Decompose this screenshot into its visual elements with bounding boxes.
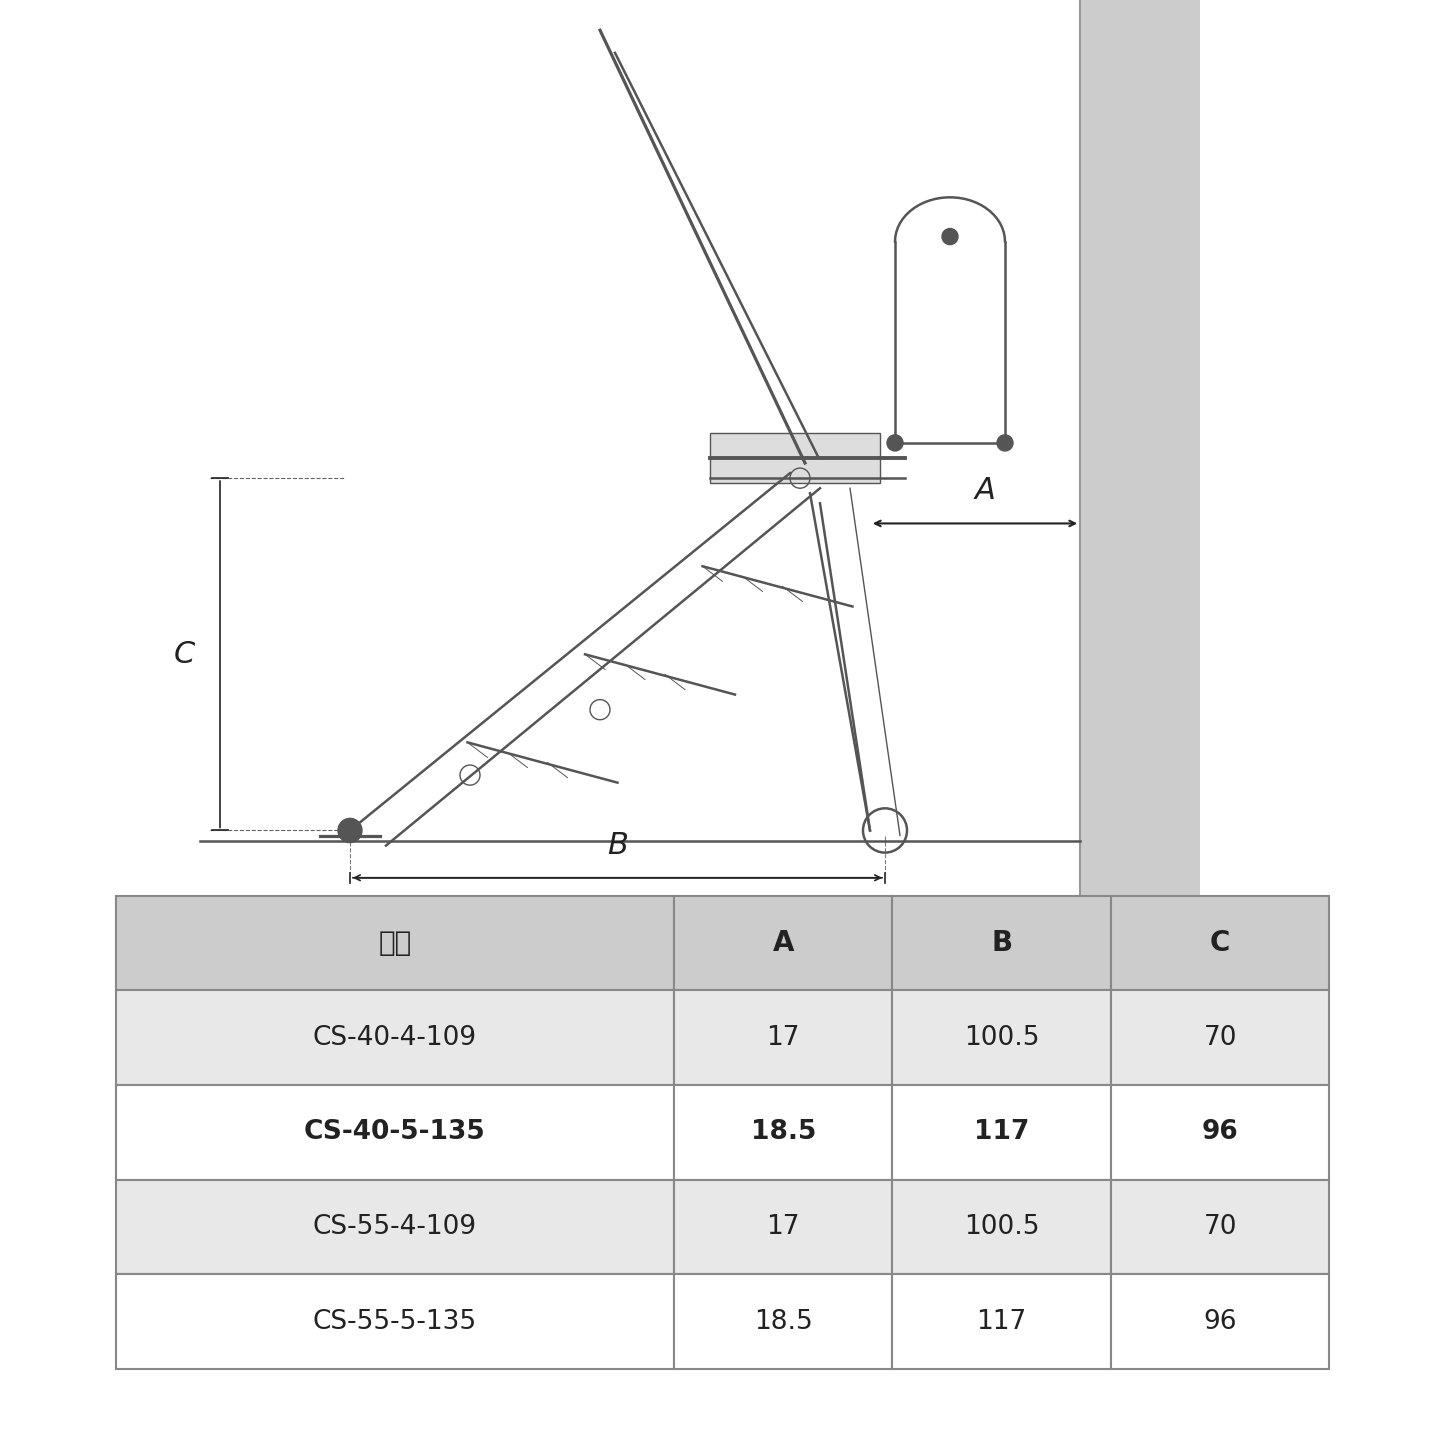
Text: 型式: 型式 <box>379 929 412 957</box>
FancyBboxPatch shape <box>1111 1179 1329 1274</box>
Text: CS-55-5-135: CS-55-5-135 <box>312 1309 477 1335</box>
FancyBboxPatch shape <box>893 990 1111 1085</box>
FancyBboxPatch shape <box>673 1085 893 1179</box>
FancyBboxPatch shape <box>673 896 893 990</box>
Text: CS-40-4-109: CS-40-4-109 <box>312 1025 477 1051</box>
Text: 100.5: 100.5 <box>964 1025 1039 1051</box>
Text: C: C <box>1209 929 1230 957</box>
FancyBboxPatch shape <box>1111 1274 1329 1368</box>
FancyBboxPatch shape <box>673 990 893 1085</box>
FancyBboxPatch shape <box>1111 990 1329 1085</box>
Text: 18.5: 18.5 <box>750 1120 816 1146</box>
FancyBboxPatch shape <box>1111 1085 1329 1179</box>
Text: 96: 96 <box>1202 1120 1238 1146</box>
Text: 17: 17 <box>766 1214 801 1240</box>
FancyBboxPatch shape <box>116 896 673 990</box>
FancyBboxPatch shape <box>893 1085 1111 1179</box>
Text: 117: 117 <box>977 1309 1027 1335</box>
Text: 117: 117 <box>974 1120 1029 1146</box>
FancyBboxPatch shape <box>116 1179 673 1274</box>
Text: 70: 70 <box>1204 1214 1237 1240</box>
Circle shape <box>338 818 363 842</box>
FancyBboxPatch shape <box>893 1179 1111 1274</box>
FancyBboxPatch shape <box>673 1179 893 1274</box>
FancyBboxPatch shape <box>893 1274 1111 1368</box>
Text: 18.5: 18.5 <box>754 1309 812 1335</box>
FancyBboxPatch shape <box>893 896 1111 990</box>
FancyBboxPatch shape <box>1079 0 1199 896</box>
Text: 96: 96 <box>1204 1309 1237 1335</box>
FancyBboxPatch shape <box>709 434 880 483</box>
Text: 70: 70 <box>1204 1025 1237 1051</box>
Circle shape <box>942 228 958 244</box>
Text: B: B <box>607 831 629 860</box>
Text: C: C <box>173 640 195 669</box>
Text: 17: 17 <box>766 1025 801 1051</box>
FancyBboxPatch shape <box>673 1274 893 1368</box>
Text: A: A <box>974 477 996 506</box>
Circle shape <box>997 435 1013 451</box>
FancyBboxPatch shape <box>116 1085 673 1179</box>
FancyBboxPatch shape <box>116 1274 673 1368</box>
Text: B: B <box>991 929 1013 957</box>
Text: CS-55-4-109: CS-55-4-109 <box>312 1214 477 1240</box>
FancyBboxPatch shape <box>116 990 673 1085</box>
Text: A: A <box>773 929 793 957</box>
Text: CS-40-5-135: CS-40-5-135 <box>303 1120 486 1146</box>
Circle shape <box>887 435 903 451</box>
FancyBboxPatch shape <box>1111 896 1329 990</box>
Text: 100.5: 100.5 <box>964 1214 1039 1240</box>
